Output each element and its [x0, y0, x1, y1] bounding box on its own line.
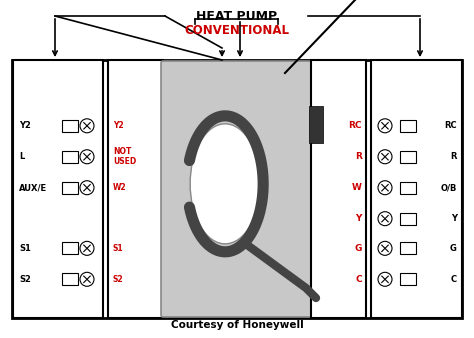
- Bar: [62, 273, 78, 285]
- FancyBboxPatch shape: [161, 61, 313, 317]
- Bar: [62, 242, 78, 254]
- Circle shape: [80, 150, 94, 164]
- Text: S2: S2: [113, 275, 124, 284]
- Ellipse shape: [197, 134, 253, 234]
- Text: S2: S2: [19, 275, 31, 284]
- Text: Y: Y: [451, 214, 457, 223]
- Circle shape: [378, 181, 392, 195]
- Bar: [371, 60, 462, 318]
- Bar: [309, 106, 323, 143]
- Bar: [62, 120, 78, 132]
- Bar: [400, 242, 416, 254]
- Text: RC: RC: [444, 121, 457, 130]
- Circle shape: [378, 241, 392, 255]
- Bar: [62, 151, 78, 163]
- Circle shape: [378, 212, 392, 226]
- Circle shape: [378, 150, 392, 164]
- Circle shape: [80, 181, 94, 195]
- Text: Y2: Y2: [19, 121, 31, 130]
- Bar: [13, 60, 103, 318]
- Circle shape: [80, 272, 94, 286]
- Bar: [400, 120, 416, 132]
- Text: NOT
USED: NOT USED: [113, 147, 136, 166]
- Text: Y: Y: [356, 214, 362, 223]
- Text: Courtesy of Honeywell: Courtesy of Honeywell: [171, 320, 303, 330]
- Text: R: R: [450, 152, 457, 161]
- Text: W2: W2: [113, 183, 127, 192]
- Text: HEAT PUMP: HEAT PUMP: [196, 9, 278, 23]
- Bar: [12, 60, 462, 318]
- Circle shape: [80, 119, 94, 133]
- Bar: [400, 182, 416, 194]
- Text: S1: S1: [113, 244, 124, 253]
- Text: C: C: [451, 275, 457, 284]
- Text: RC: RC: [348, 121, 362, 130]
- Bar: [311, 60, 366, 318]
- Bar: [400, 151, 416, 163]
- Text: O/B: O/B: [441, 183, 457, 192]
- Text: Y2: Y2: [113, 121, 124, 130]
- Text: CONVENTIONAL: CONVENTIONAL: [184, 24, 290, 37]
- Text: L: L: [19, 152, 24, 161]
- Bar: [400, 213, 416, 225]
- Bar: [108, 60, 163, 318]
- Circle shape: [378, 272, 392, 286]
- Circle shape: [378, 119, 392, 133]
- Ellipse shape: [190, 124, 260, 244]
- Text: R: R: [355, 152, 362, 161]
- Bar: [62, 182, 78, 194]
- Text: AUX/E: AUX/E: [19, 183, 47, 192]
- Text: W: W: [352, 183, 362, 192]
- Text: C: C: [356, 275, 362, 284]
- Circle shape: [80, 241, 94, 255]
- Text: G: G: [450, 244, 457, 253]
- Bar: [400, 273, 416, 285]
- Text: G: G: [355, 244, 362, 253]
- Text: S1: S1: [19, 244, 31, 253]
